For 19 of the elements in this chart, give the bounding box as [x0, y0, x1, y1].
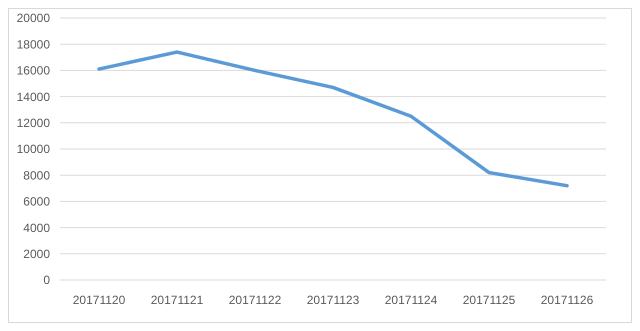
y-tick-label: 18000 [16, 37, 50, 52]
y-tick-label: 4000 [23, 220, 50, 235]
x-tick-label: 20171122 [228, 293, 282, 307]
y-tick-label: 2000 [23, 247, 50, 261]
x-tick-label: 20171126 [540, 293, 594, 307]
y-tick-label: 10000 [16, 142, 50, 156]
y-tick-label: 0 [43, 273, 50, 288]
x-tick-label: 20171124 [384, 293, 438, 307]
y-tick-label: 20000 [16, 11, 50, 26]
x-tick-label: 20171120 [72, 293, 126, 307]
y-tick-label: 14000 [16, 90, 50, 104]
y-tick-label: 12000 [16, 116, 50, 130]
x-tick-label: 20171125 [462, 293, 516, 307]
x-tick-label: 20171121 [150, 293, 204, 307]
x-tick-label: 20171123 [306, 293, 360, 307]
line-series [97, 50, 569, 188]
y-tick-label: 6000 [23, 194, 50, 209]
y-tick-label: 16000 [16, 64, 50, 78]
y-tick-label: 8000 [23, 168, 50, 182]
